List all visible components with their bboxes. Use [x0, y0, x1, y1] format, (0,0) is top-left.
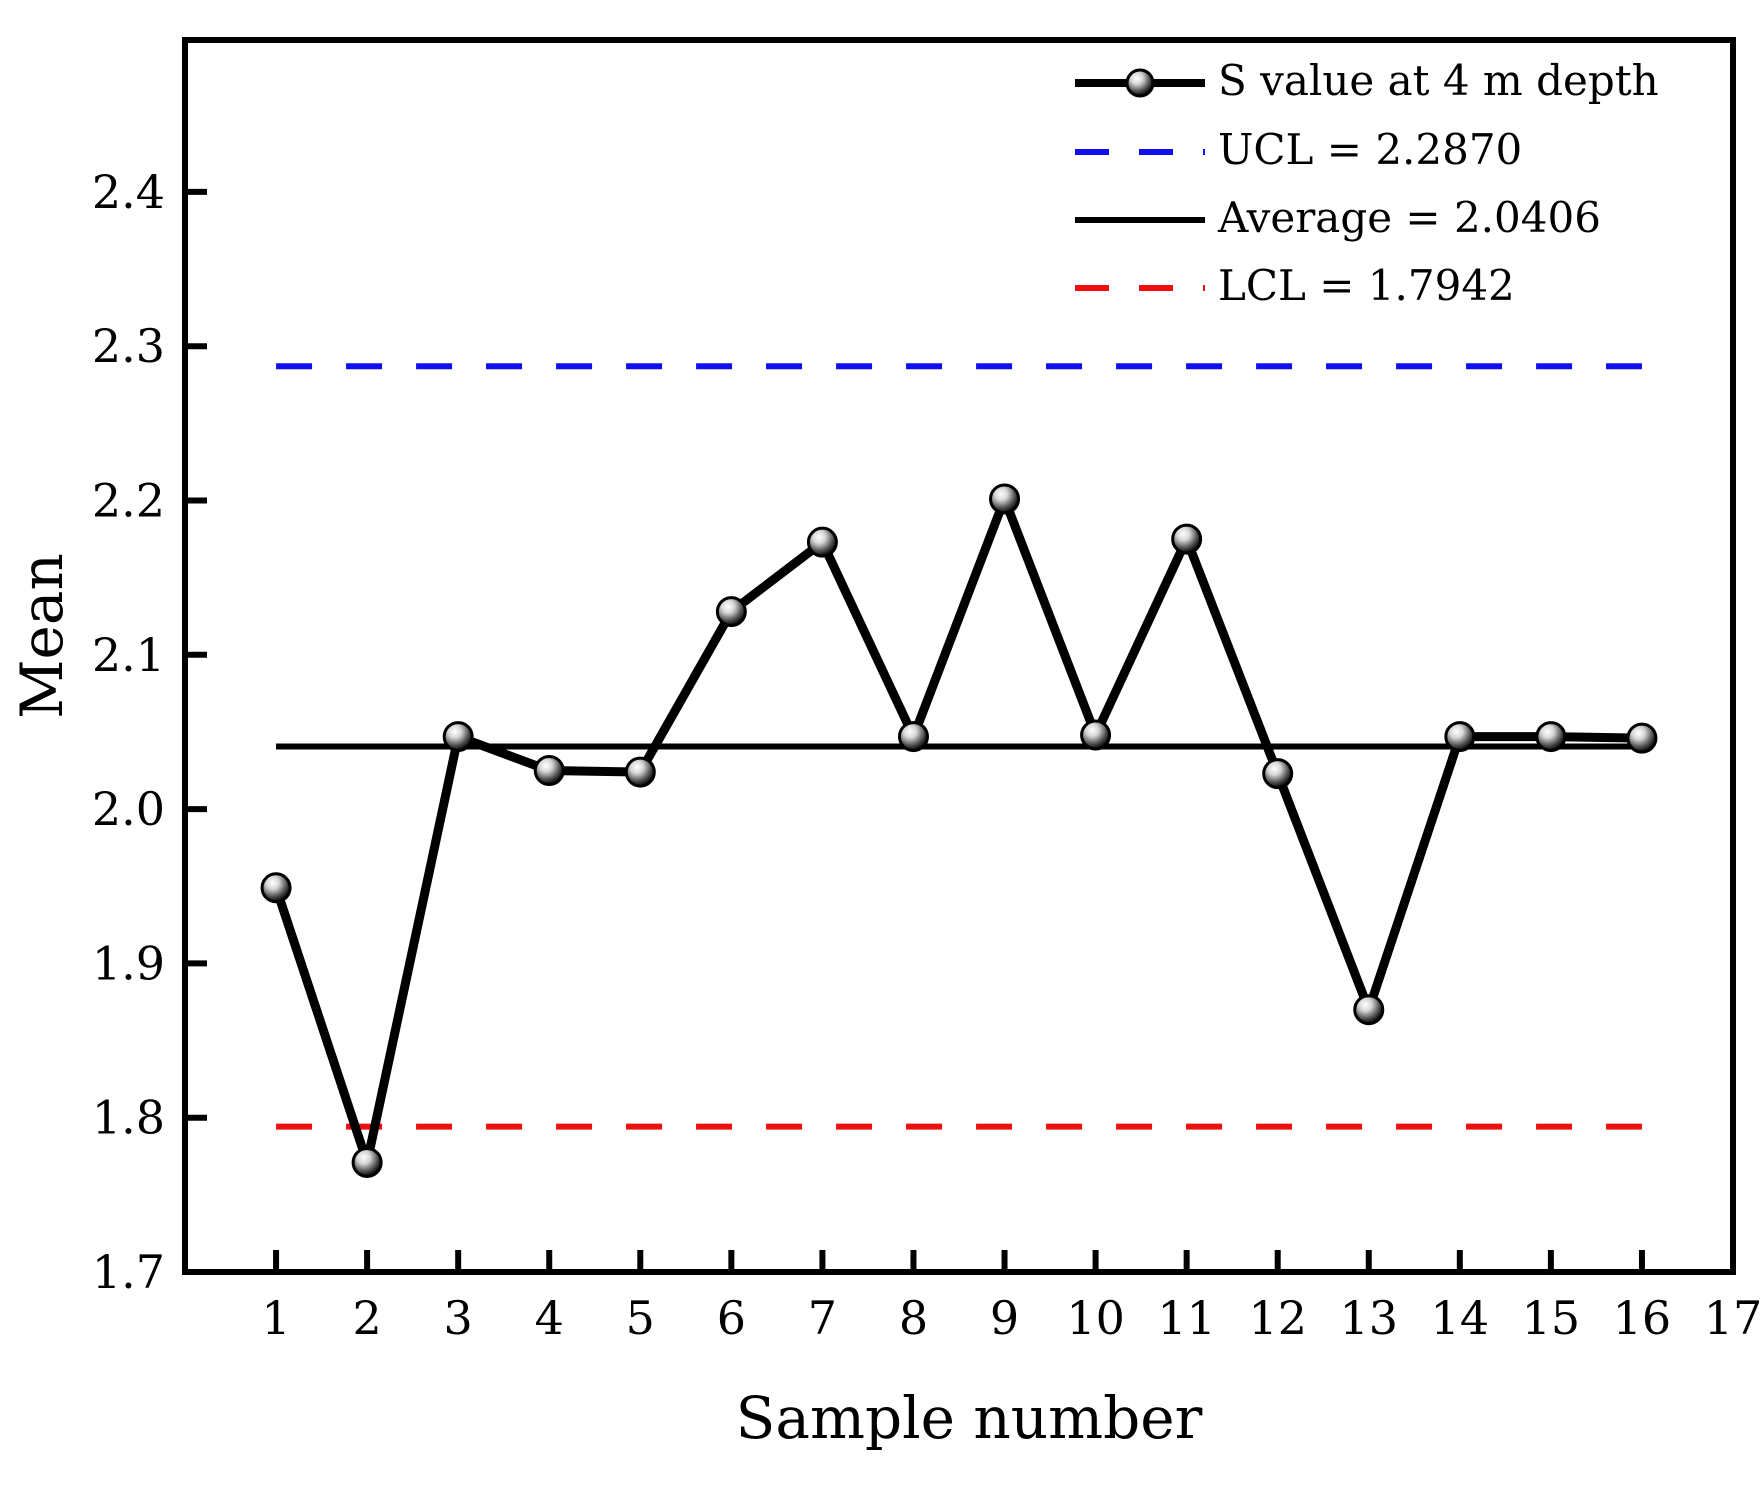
x-tick-label-7: 7 [808, 1291, 837, 1345]
data-point-5 [624, 756, 656, 788]
x-tick-label-14: 14 [1431, 1291, 1490, 1345]
y-tick-label-1.9: 1.9 [92, 936, 165, 990]
data-point-4 [533, 755, 565, 787]
series-line-0 [271, 494, 1647, 1167]
data-point-13 [1353, 994, 1385, 1026]
x-tick-label-11: 11 [1157, 1291, 1216, 1345]
y-tick-label-2.2: 2.2 [92, 474, 165, 528]
data-point-15 [1535, 721, 1567, 753]
y-tick-label-2.1: 2.1 [92, 628, 165, 682]
y-tick-label-1.8: 1.8 [92, 1091, 165, 1145]
y-tick-label-2.0: 2.0 [92, 782, 165, 836]
legend-key-s-value [1075, 68, 1205, 98]
data-point-6 [715, 596, 747, 628]
x-tick-label-16: 16 [1613, 1291, 1672, 1345]
legend-label-s-value: S value at 4 m depth [1218, 56, 1659, 105]
legend-label-average: Average = 2.0406 [1217, 193, 1601, 242]
x-tick-label-4: 4 [535, 1291, 564, 1345]
legend: S value at 4 m depth UCL = 2.2870 Averag… [1075, 56, 1659, 310]
x-tick-label-5: 5 [626, 1291, 655, 1345]
y-axis-title: Mean [8, 553, 76, 719]
y-tick-label-2.3: 2.3 [92, 319, 165, 373]
x-tick-label-6: 6 [717, 1291, 746, 1345]
data-point-9 [989, 483, 1021, 515]
data-point-7 [806, 526, 838, 558]
x-tick-label-8: 8 [899, 1291, 928, 1345]
y-axis-ticks [185, 188, 207, 1275]
data-point-2 [351, 1146, 383, 1178]
series-layer [271, 494, 1647, 1167]
data-point-1 [260, 872, 292, 904]
data-point-10 [1080, 719, 1112, 751]
y-tick-label-1.7: 1.7 [92, 1245, 165, 1299]
x-tick-label-9: 9 [990, 1291, 1019, 1345]
data-point-12 [1262, 758, 1294, 790]
x-axis-title: Sample number [736, 1384, 1203, 1452]
data-point-11 [1171, 523, 1203, 555]
legend-marker-s-value [1125, 68, 1155, 98]
reference-lines [276, 363, 1642, 1130]
data-point-14 [1444, 721, 1476, 753]
markers-layer [260, 483, 1658, 1178]
x-axis-tick-labels: 1 2 3 4 5 6 7 8 9 10 11 12 13 14 15 16 17 [261, 1291, 1760, 1345]
x-axis-ticks [273, 1250, 1736, 1272]
y-axis-tick-labels: 1.7 1.8 1.9 2.0 2.1 2.2 2.3 2.4 [92, 165, 165, 1299]
y-tick-label-2.4: 2.4 [92, 165, 165, 219]
legend-label-lcl: LCL = 1.7942 [1218, 261, 1515, 310]
x-tick-label-17: 17 [1704, 1291, 1760, 1345]
x-tick-label-1: 1 [261, 1291, 290, 1345]
x-tick-label-3: 3 [444, 1291, 473, 1345]
legend-label-ucl: UCL = 2.2870 [1218, 125, 1522, 174]
x-tick-label-10: 10 [1066, 1291, 1125, 1345]
data-point-8 [897, 721, 929, 753]
data-point-3 [442, 721, 474, 753]
x-tick-label-2: 2 [352, 1291, 381, 1345]
x-tick-label-12: 12 [1248, 1291, 1307, 1345]
data-point-16 [1626, 722, 1658, 754]
x-tick-label-15: 15 [1522, 1291, 1581, 1345]
x-tick-label-13: 13 [1339, 1291, 1398, 1345]
